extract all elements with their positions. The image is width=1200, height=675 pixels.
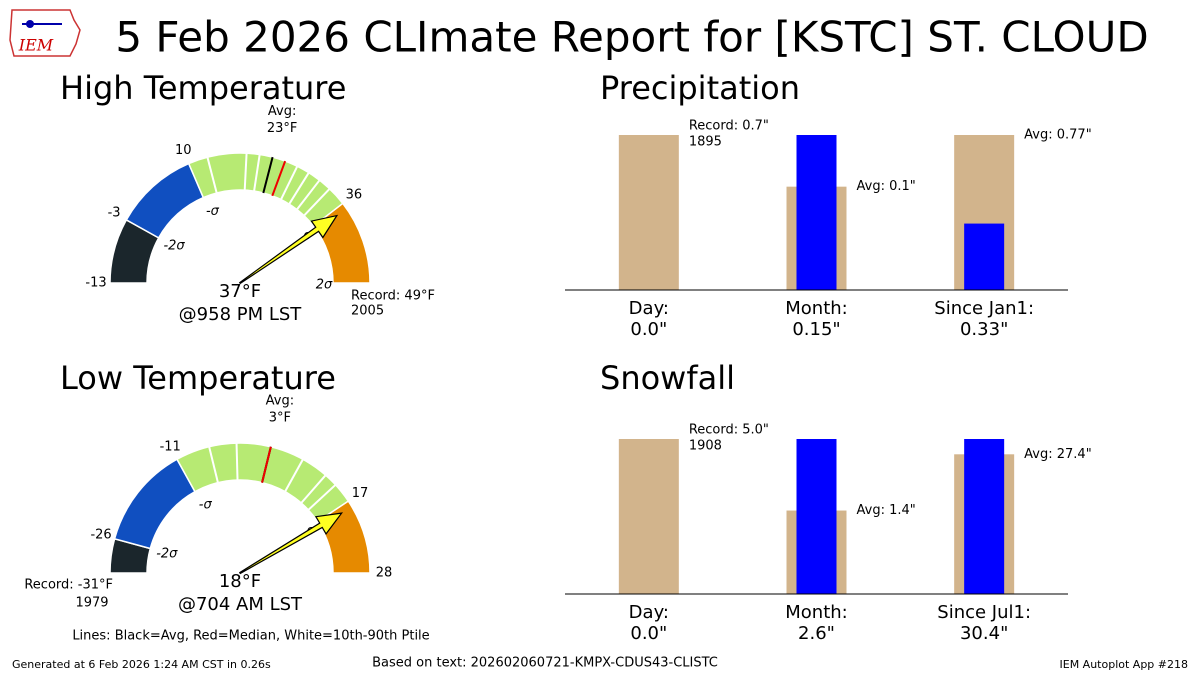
percentile-line <box>206 156 218 194</box>
tick-label: 10 <box>175 143 192 158</box>
logo-text: IEM <box>18 36 54 55</box>
category-label: Day: <box>629 602 669 623</box>
tick-label: 36 <box>346 187 363 202</box>
bar <box>618 135 679 290</box>
bar-value-label: Avg: 0.1" <box>857 179 916 194</box>
page-title: 5 Feb 2026 CLImate Report for [KSTC] ST.… <box>115 13 1148 62</box>
sigma-label: -2σ <box>163 239 185 254</box>
sigma-label: -σ <box>206 204 220 219</box>
bar-value-label: Record: 0.7" <box>689 119 769 134</box>
bar-value-label: Avg: 1.4" <box>857 503 916 518</box>
obs-time: @958 PM LST <box>179 304 303 325</box>
category-label: Month: <box>785 602 847 623</box>
chart-title: Precipitation <box>600 69 800 107</box>
observed-label: 0.15" <box>792 319 840 340</box>
value-label: 37°F <box>219 281 261 302</box>
tick-label: -3 <box>108 206 121 221</box>
avg-line <box>262 156 274 194</box>
percentile-line <box>280 165 299 200</box>
bar <box>964 439 1005 594</box>
gauge-band <box>125 162 205 239</box>
sigma-label: -2σ <box>156 546 178 561</box>
category-label: Since Jul1: <box>937 602 1031 623</box>
avg-title: Avg: <box>268 104 296 119</box>
bar <box>618 439 679 594</box>
record-year: 1979 <box>75 596 108 611</box>
obs-time: @704 AM LST <box>178 594 303 615</box>
bar <box>964 223 1005 290</box>
value-arrow <box>238 512 344 575</box>
sigma-label: 2σ <box>316 278 333 293</box>
record-label: Record: -31°F <box>24 578 113 593</box>
record-year: 1908 <box>689 439 722 454</box>
chart-title: Low Temperature <box>60 359 336 397</box>
category-label: Day: <box>629 298 669 319</box>
observed-label: 30.4" <box>960 623 1008 644</box>
bar-value-label: Avg: 0.77" <box>1024 128 1092 143</box>
record-label: Record: 49°F <box>351 289 435 304</box>
observed-label: 2.6" <box>798 623 835 644</box>
bar <box>796 439 837 594</box>
percentile-line <box>303 188 331 217</box>
percentile-line <box>253 154 261 192</box>
percentile-line <box>243 153 248 191</box>
observed-label: 0.0" <box>630 623 667 644</box>
median-line <box>271 160 287 197</box>
logo: IEM <box>9 9 81 57</box>
observed-label: 0.0" <box>630 319 667 340</box>
logo-dot <box>26 20 34 28</box>
percentile-line <box>296 179 321 211</box>
value-arrow <box>238 214 339 285</box>
footer-left: Generated at 6 Feb 2026 1:24 AM CST in 0… <box>12 658 271 671</box>
percentile-line <box>288 172 310 205</box>
chart-title: Snowfall <box>600 359 735 397</box>
percentile-line <box>307 484 337 511</box>
footer-center: Based on text: 202602060721-KMPX-CDUS43-… <box>372 656 718 671</box>
value-label: 18°F <box>219 571 261 592</box>
line-note: Lines: Black=Avg, Red=Median, White=10th… <box>72 629 429 644</box>
percentile-line <box>300 474 327 504</box>
bar-value-label: Avg: 27.4" <box>1024 447 1092 462</box>
category-label: Since Jan1: <box>934 298 1034 319</box>
tick-label: 17 <box>352 486 369 501</box>
observed-label: 0.33" <box>960 319 1008 340</box>
tick-label: -13 <box>85 276 106 291</box>
category-label: Month: <box>785 298 847 319</box>
percentile-line <box>235 443 239 481</box>
median-line <box>261 446 272 483</box>
chart-title: High Temperature <box>60 69 346 107</box>
percentile-line <box>284 458 304 493</box>
avg-label: 23°F <box>267 121 298 136</box>
avg-title: Avg: <box>266 393 294 408</box>
sigma-label: -σ <box>199 498 213 513</box>
avg-label: 3°F <box>269 410 291 425</box>
percentile-line <box>208 446 219 483</box>
record-year: 2005 <box>351 304 384 319</box>
footer-right: IEM Autoplot App #218 <box>1060 658 1189 671</box>
tick-label: -26 <box>90 528 111 543</box>
bar <box>796 135 837 290</box>
bar-value-label: Record: 5.0" <box>689 423 769 438</box>
gauge-band <box>113 458 196 550</box>
tick-label: -11 <box>160 440 181 455</box>
tick-label: 28 <box>376 566 393 581</box>
record-year: 1895 <box>689 135 722 150</box>
